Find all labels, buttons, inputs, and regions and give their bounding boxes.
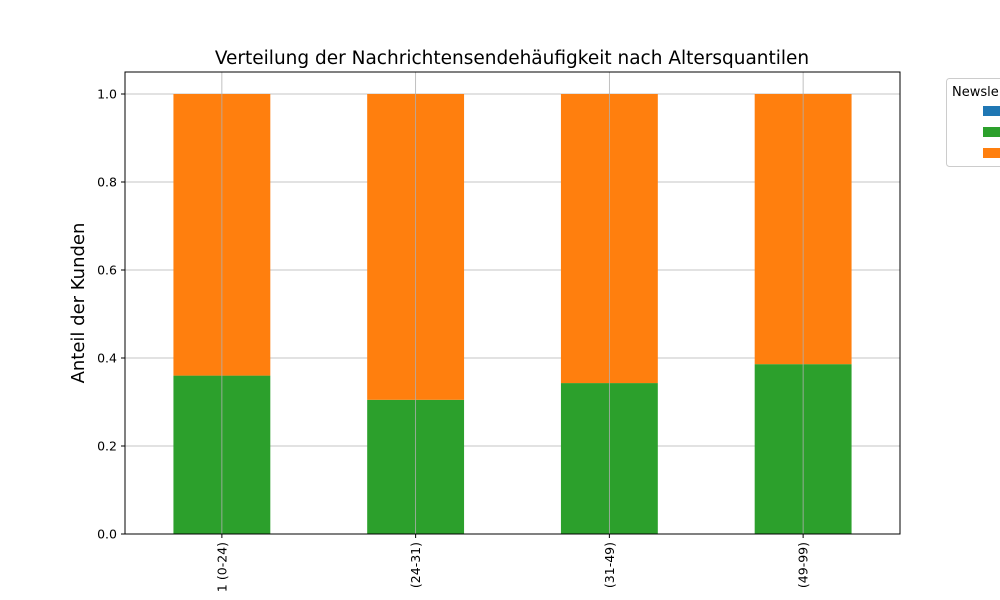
- chart-title: Verteilung der Nachrichtensendehäufigkei…: [215, 48, 809, 69]
- legend: Newsle: [946, 78, 1000, 167]
- legend-swatch: [983, 106, 1000, 116]
- bars: [173, 94, 852, 534]
- y-axis: 0.0 0.2 0.4 0.6 0.8 1.0: [97, 87, 125, 542]
- x-tick-label: 1 (0-24): [214, 542, 229, 592]
- legend-swatch: [983, 127, 1000, 137]
- y-tick-label: 0.4: [97, 351, 117, 366]
- x-axis: 1 (0-24) (24-31) (31-49) (49-99): [214, 534, 811, 592]
- x-tick-label: (31-49): [602, 542, 617, 588]
- legend-frame: [946, 78, 1000, 167]
- y-tick-label: 1.0: [97, 87, 117, 102]
- y-tick-label: 0.8: [97, 175, 117, 190]
- x-tick-label: (24-31): [408, 542, 423, 588]
- y-tick-label: 0.0: [97, 527, 117, 542]
- legend-title: Newsle: [952, 85, 999, 100]
- legend-swatch: [983, 148, 1000, 158]
- vertical-grid: [221, 72, 804, 534]
- legend-items: [983, 106, 1000, 158]
- y-axis-label: Anteil der Kunden: [68, 223, 89, 384]
- x-tick-label: (49-99): [796, 542, 811, 588]
- y-tick-label: 0.6: [97, 263, 117, 278]
- plot-frame: [124, 71, 901, 535]
- y-tick-label: 0.2: [97, 439, 117, 454]
